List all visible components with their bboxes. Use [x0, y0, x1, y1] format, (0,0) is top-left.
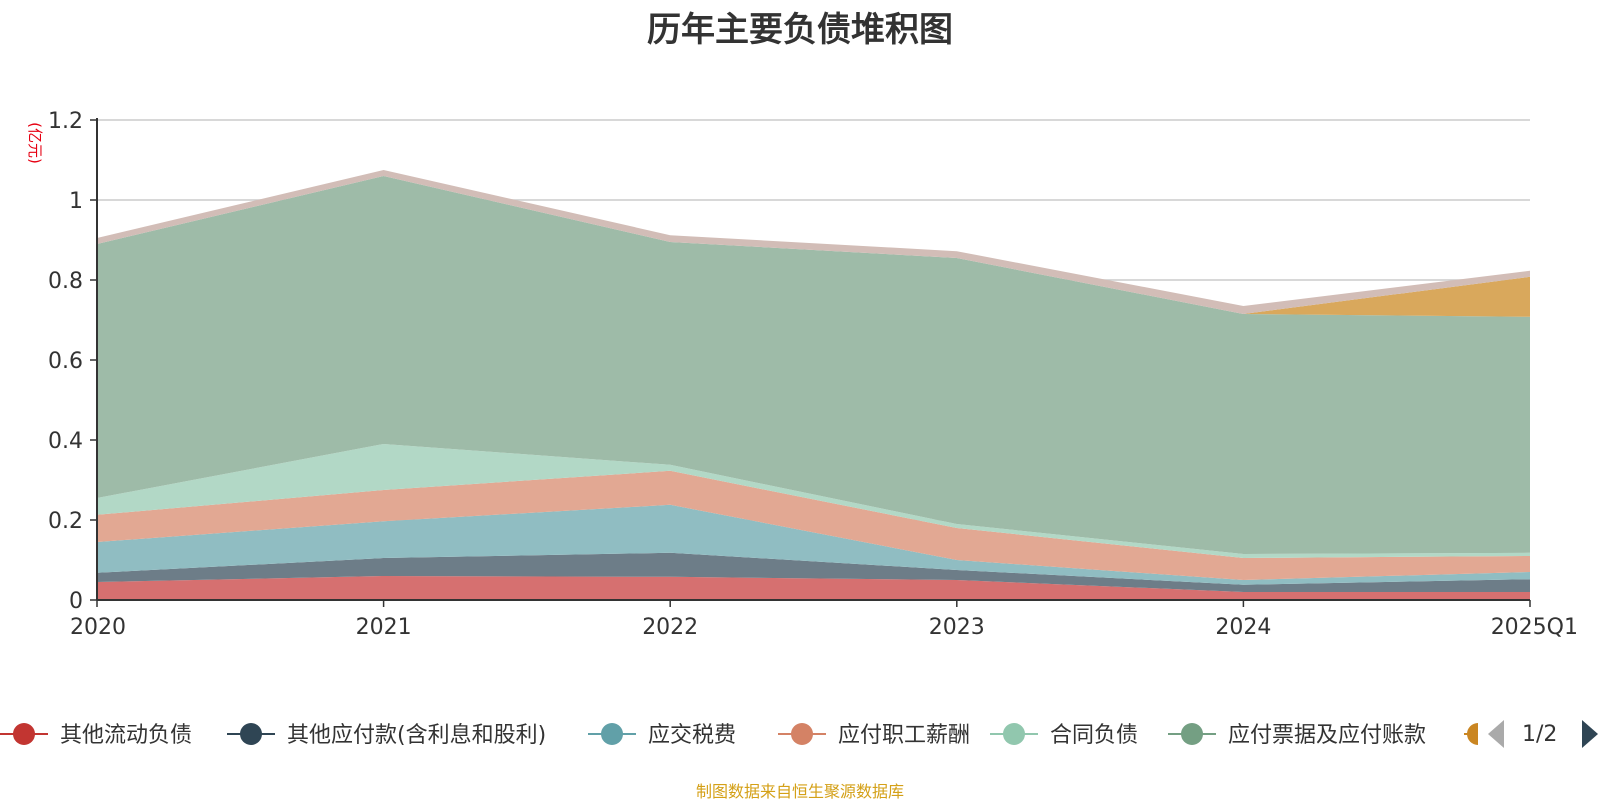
area-其他流动负债[interactable]	[97, 576, 1530, 600]
y-tick-label: 0.2	[48, 509, 83, 534]
y-tick-label: 0.8	[48, 269, 83, 294]
legend-item-partial[interactable]	[1464, 723, 1478, 745]
x-tick-label: 2021	[356, 615, 412, 640]
chart-title: 历年主要负债堆积图	[647, 10, 953, 50]
y-tick-labels: 0 0.2 0.4 0.6 0.8 1 1.2	[48, 109, 97, 614]
legend-label: 其他应付款(含利息和股利)	[287, 723, 546, 748]
legend-item[interactable]: 应付职工薪酬	[778, 723, 970, 748]
area-短期借款[interactable]	[97, 176, 1530, 317]
x-tick-label: 2020	[70, 615, 126, 640]
legend-label: 其他流动负债	[60, 723, 192, 748]
y-tick-label: 0	[69, 589, 83, 614]
source-note: 制图数据来自恒生聚源数据库	[695, 782, 904, 801]
legend-item[interactable]: 应交税费	[588, 723, 736, 748]
legend-marker-icon	[1181, 723, 1203, 745]
y-axis-label: (亿元)	[26, 122, 44, 164]
x-tick-label: 2025Q1	[1491, 615, 1578, 640]
x-tick-labels: 2020 2021 2022 2023 2024 2025Q1	[70, 600, 1578, 640]
area-合同负债[interactable]	[97, 444, 1530, 558]
area-应付职工薪酬[interactable]	[97, 470, 1530, 580]
legend-next-page-icon[interactable]	[1582, 720, 1598, 748]
legend-label: 应付票据及应付账款	[1228, 723, 1426, 748]
legend-item[interactable]: 合同负债	[990, 723, 1138, 748]
y-tick-label: 0.6	[48, 349, 83, 374]
y-tick-label: 1	[69, 189, 83, 214]
legend-label: 应交税费	[648, 723, 736, 748]
area-其他应付款(含利息和股利)[interactable]	[97, 552, 1530, 592]
legend-item[interactable]: 其他应付款(含利息和股利)	[227, 723, 546, 748]
legend-pager: 1/2	[1488, 720, 1598, 748]
legend: 其他流动负债 其他应付款(含利息和股利) 应交税费 应付职工薪酬 合同负债 应付票据及应付…	[0, 723, 1478, 748]
y-tick-label: 0.4	[48, 429, 83, 454]
legend-prev-page-icon[interactable]	[1488, 720, 1504, 748]
legend-item[interactable]: 其他流动负债	[0, 723, 192, 748]
legend-marker-icon	[1467, 723, 1478, 745]
area-应交税费[interactable]	[97, 504, 1530, 585]
legend-item[interactable]: 应付票据及应付账款	[1168, 723, 1426, 748]
legend-page-label: 1/2	[1522, 722, 1557, 747]
legend-marker-icon	[13, 723, 35, 745]
y-tick-label: 1.2	[48, 109, 83, 134]
x-tick-label: 2023	[929, 615, 985, 640]
area-应付票据及应付账款[interactable]	[97, 176, 1530, 554]
legend-marker-icon	[791, 723, 813, 745]
x-tick-label: 2022	[642, 615, 698, 640]
legend-marker-icon	[1003, 723, 1025, 745]
series-areas	[97, 170, 1530, 600]
legend-label: 合同负债	[1050, 723, 1138, 748]
x-tick-label: 2024	[1215, 615, 1271, 640]
legend-marker-icon	[601, 723, 623, 745]
legend-marker-icon	[240, 723, 262, 745]
legend-label: 应付职工薪酬	[838, 723, 970, 748]
